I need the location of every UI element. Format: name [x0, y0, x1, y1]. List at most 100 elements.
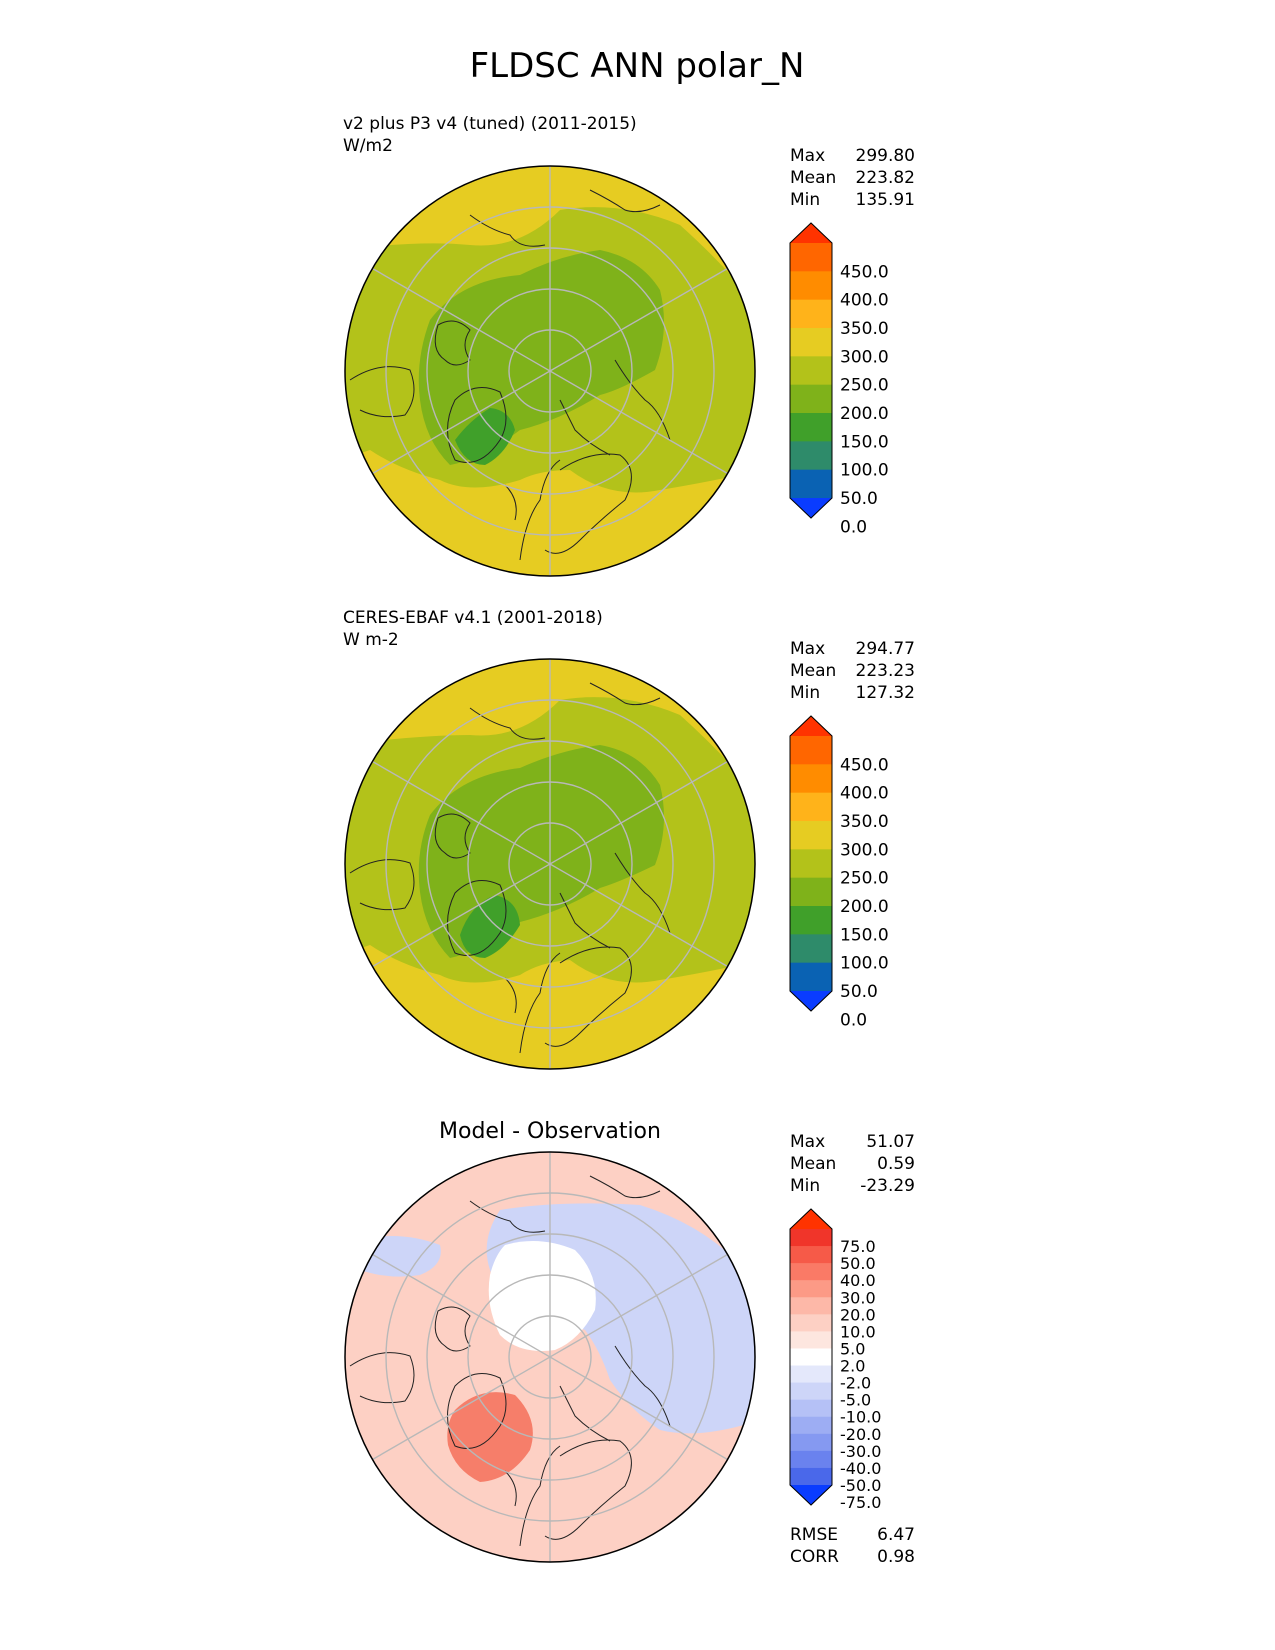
polar-map — [345, 659, 755, 1069]
colorbar-segment — [790, 1348, 832, 1367]
colorbar-tick-label: -30.0 — [840, 1442, 881, 1461]
colorbar: 450.0 400.0 350.0 300.0 250.0 200.0 150.0 100.0… — [789, 222, 889, 537]
stat-value: 294.77 — [856, 639, 915, 659]
map-frame — [344, 1151, 756, 1563]
metric-label: CORR — [790, 1547, 839, 1567]
stat-value: 223.23 — [856, 661, 915, 681]
stat-label: Min — [790, 1176, 820, 1196]
figure-title: FLDSC ANN polar_N — [470, 46, 805, 86]
colorbar-tick-label: 100.0 — [840, 954, 889, 974]
coastlines — [349, 682, 671, 1054]
stat-label: Max — [790, 639, 825, 659]
colorbar-tick-label: 100.0 — [840, 461, 889, 481]
colorbar-tick-label: -40.0 — [840, 1459, 881, 1478]
colorbar-segment — [790, 1450, 832, 1469]
colorbar-segment — [790, 1399, 832, 1418]
coastlines — [349, 189, 671, 561]
colorbar-segment — [790, 1229, 832, 1247]
metric-value: 0.98 — [877, 1547, 915, 1567]
graticule — [372, 166, 728, 576]
panel-center-title: Model - Observation — [439, 1119, 661, 1144]
colorbar-tick-label: 400.0 — [840, 291, 889, 311]
colorbar-tick-label: 0.0 — [840, 1010, 867, 1030]
stat-label: Mean — [790, 168, 836, 188]
colorbar-segment — [790, 356, 832, 386]
stat-value: -23.29 — [860, 1176, 915, 1196]
stat-value: 51.07 — [866, 1132, 915, 1152]
colorbar-tick-label: 50.0 — [840, 489, 878, 509]
colorbar-tick-label: 50.0 — [840, 982, 878, 1002]
panel-units: W/m2 — [343, 136, 393, 156]
colorbar-segment — [790, 1263, 832, 1281]
colorbar-segment — [790, 1314, 832, 1332]
neutral-field — [488, 1241, 596, 1351]
strong-positive-field — [447, 1392, 533, 1482]
panel-difference: Model - Observation — [344, 1119, 915, 1567]
colorbar: 450.0 400.0 350.0 300.0 250.0 200.0 150.0 100.0… — [789, 715, 889, 1030]
colorbar-tick-label: -5.0 — [840, 1391, 871, 1410]
colorbar-segment — [790, 764, 832, 794]
colorbar-extend-max — [790, 223, 832, 243]
stats-box: Max 294.77 Mean 223.23 Min 127.32 — [790, 639, 915, 703]
stat-value: 299.80 — [856, 146, 915, 166]
colorbar-segment — [790, 1280, 832, 1298]
colorbar-extend-max — [790, 716, 832, 736]
colorbar-tick-label: 200.0 — [840, 404, 889, 424]
colorbar-tick-label: 150.0 — [840, 432, 889, 452]
colorbar-segment — [790, 821, 832, 850]
panel-reference: CERES-EBAF v4.1 (2001-2018) W m-2 — [343, 608, 915, 1070]
negative-field — [360, 1236, 441, 1277]
colorbar-tick-label: 0.0 — [840, 517, 867, 537]
panel-units: W m-2 — [343, 630, 399, 650]
colorbar-tick-label: 450.0 — [840, 755, 889, 775]
panel-title: CERES-EBAF v4.1 (2001-2018) — [343, 608, 603, 628]
greenland-field — [460, 895, 520, 958]
colorbar-outline — [789, 715, 833, 1012]
colorbar-extend-max — [790, 1209, 832, 1229]
colorbar-tick-label: 300.0 — [840, 347, 889, 367]
colorbar-segment — [790, 849, 832, 879]
colorbar-tick-label: 400.0 — [840, 784, 889, 804]
colorbar-tick-label: 300.0 — [840, 840, 889, 860]
colorbar-segment — [790, 962, 832, 992]
colorbar-tick-label: 250.0 — [840, 869, 889, 889]
colorbar-segment — [790, 1433, 832, 1452]
metrics-box: RMSE 6.47 CORR 0.98 — [790, 1525, 915, 1567]
panel-test: v2 plus P3 v4 (tuned) (2011-2015) W/m2 — [343, 114, 915, 577]
colorbar-tick-label: 5.0 — [840, 1339, 865, 1358]
colorbar-segment — [790, 243, 832, 272]
colorbar-outline — [789, 1208, 833, 1506]
metric-value: 6.47 — [877, 1525, 915, 1545]
polar-map — [345, 1152, 755, 1562]
colorbar-tick-label: -75.0 — [840, 1493, 881, 1512]
stat-label: Min — [790, 683, 820, 703]
map-frame — [344, 658, 756, 1070]
polar-map — [345, 166, 755, 576]
colorbar-tick-label: 450.0 — [840, 262, 889, 282]
colorbar-tick-label: 40.0 — [840, 1271, 876, 1290]
colorbar-tick-label: 50.0 — [840, 1254, 876, 1273]
colorbar-extend-min — [790, 991, 832, 1011]
colorbar-tick-label: 20.0 — [840, 1305, 876, 1324]
stat-label: Max — [790, 1132, 825, 1152]
stats-box: Max 299.80 Mean 223.82 Min 135.91 — [790, 146, 915, 210]
colorbar: 75.050.040.030.020.010.05.02.0-2.0-5.0-1… — [789, 1208, 881, 1512]
colorbar-tick-label: 10.0 — [840, 1322, 876, 1341]
stat-value: 223.82 — [856, 168, 915, 188]
stat-value: 0.59 — [877, 1154, 915, 1174]
colorbar-tick-label: 2.0 — [840, 1357, 865, 1376]
colorbar-extend-min — [790, 1485, 832, 1505]
colorbar-tick-label: 250.0 — [840, 376, 889, 396]
colorbar-segment — [790, 1297, 832, 1315]
colorbar-segment — [790, 384, 832, 414]
colorbar-segment — [790, 328, 832, 357]
colorbar-segment — [790, 299, 832, 329]
stat-label: Mean — [790, 661, 836, 681]
colorbar-segment — [790, 1246, 832, 1264]
panel-title: v2 plus P3 v4 (tuned) (2011-2015) — [343, 114, 637, 134]
colorbar-segment — [790, 271, 832, 301]
colorbar-segment — [790, 413, 832, 442]
colorbar-tick-label: -10.0 — [840, 1408, 881, 1427]
colorbar-segment — [790, 934, 832, 964]
colorbar-tick-label: 200.0 — [840, 897, 889, 917]
